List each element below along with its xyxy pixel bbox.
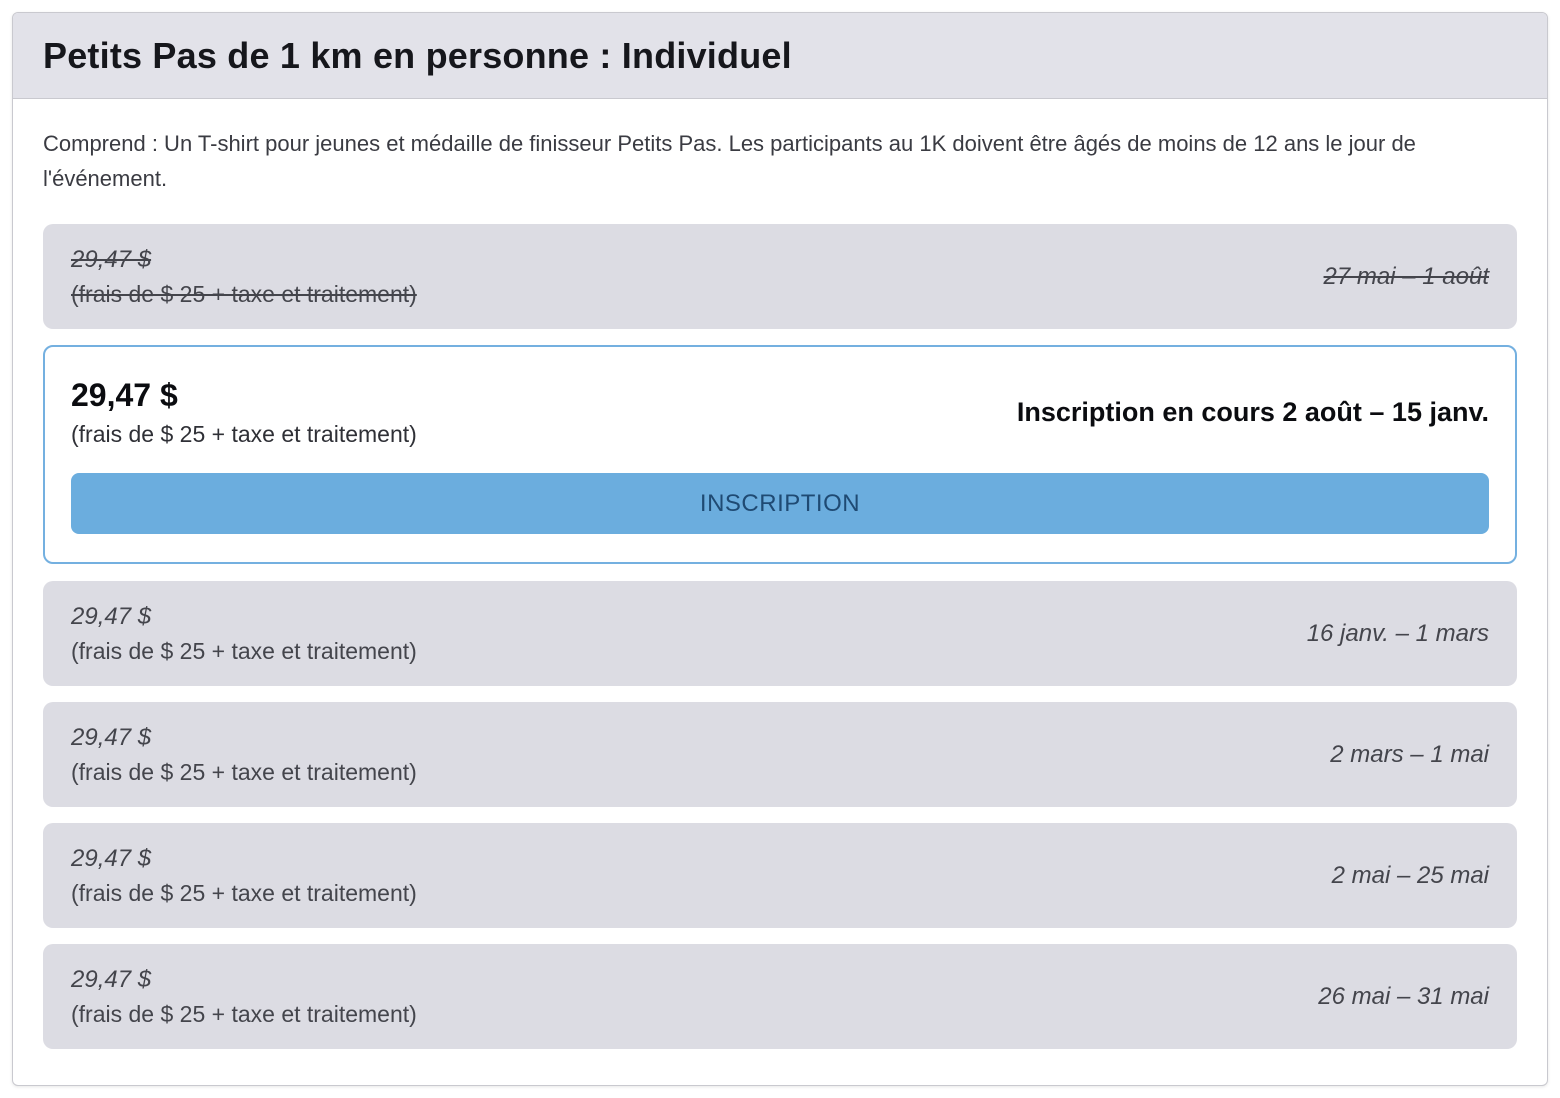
pricing-tier-upcoming: 29,47 $ (frais de $ 25 + taxe et traitem… [43, 581, 1517, 686]
pricing-tier-upcoming: 29,47 $ (frais de $ 25 + taxe et traitem… [43, 823, 1517, 928]
pricing-tier-upcoming: 29,47 $ (frais de $ 25 + taxe et traitem… [43, 702, 1517, 807]
tier-date-range: 16 janv. – 1 mars [1306, 619, 1489, 647]
tier-date-range: 26 mai – 31 mai [1318, 982, 1489, 1010]
pricing-tier-upcoming: 29,47 $ (frais de $ 25 + taxe et traitem… [43, 944, 1517, 1049]
tier-fees: (frais de $ 25 + taxe et traitement) [71, 280, 417, 307]
tier-price: 29,47 $ [71, 723, 152, 751]
tier-fees: (frais de $ 25 + taxe et traitement) [71, 758, 417, 785]
tier-date-range: 2 mars – 1 mai [1330, 740, 1489, 768]
pricing-tier-expired: 29,47 $ (frais de $ 25 + taxe et traitem… [43, 224, 1517, 329]
product-card: Petits Pas de 1 km en personne : Individ… [12, 12, 1548, 1086]
tier-price-block: 29,47 $ (frais de $ 25 + taxe et traitem… [71, 243, 417, 311]
product-title: Petits Pas de 1 km en personne : Individ… [43, 34, 792, 76]
active-tier-top: 29,47 $ (frais de $ 25 + taxe et traitem… [71, 375, 1489, 449]
card-header: Petits Pas de 1 km en personne : Individ… [13, 13, 1547, 99]
pricing-tier-active: 29,47 $ (frais de $ 25 + taxe et traitem… [43, 345, 1517, 564]
tier-price: 29,47 $ [71, 965, 152, 993]
tier-price: 29,47 $ [71, 602, 152, 630]
tier-fees: (frais de $ 25 + taxe et traitement) [71, 1000, 417, 1027]
tier-price-block: 29,47 $ (frais de $ 25 + taxe et traitem… [71, 721, 417, 789]
tier-price-block: 29,47 $ (frais de $ 25 + taxe et traitem… [71, 963, 417, 1031]
tier-date-range: 27 mai – 1 août [1323, 262, 1489, 290]
tier-date-range: 2 mai – 25 mai [1331, 861, 1489, 889]
inscription-button[interactable]: INSCRIPTION [71, 473, 1489, 534]
registration-status: Inscription en cours 2 août – 15 janv. [1016, 396, 1489, 427]
tier-fees: (frais de $ 25 + taxe et traitement) [71, 879, 417, 906]
tier-price-block: 29,47 $ (frais de $ 25 + taxe et traitem… [71, 842, 417, 910]
tier-price: 29,47 $ [71, 377, 178, 413]
tier-price: 29,47 $ [71, 844, 152, 872]
tier-price-block: 29,47 $ (frais de $ 25 + taxe et traitem… [71, 375, 417, 449]
tier-fees: (frais de $ 25 + taxe et traitement) [71, 637, 417, 664]
tier-fees: (frais de $ 25 + taxe et traitement) [71, 421, 417, 447]
tier-price: 29,47 $ [71, 245, 152, 273]
tier-price-block: 29,47 $ (frais de $ 25 + taxe et traitem… [71, 600, 417, 668]
product-description: Comprend : Un T-shirt pour jeunes et méd… [43, 131, 1416, 191]
card-body: Comprend : Un T-shirt pour jeunes et méd… [13, 99, 1547, 1079]
